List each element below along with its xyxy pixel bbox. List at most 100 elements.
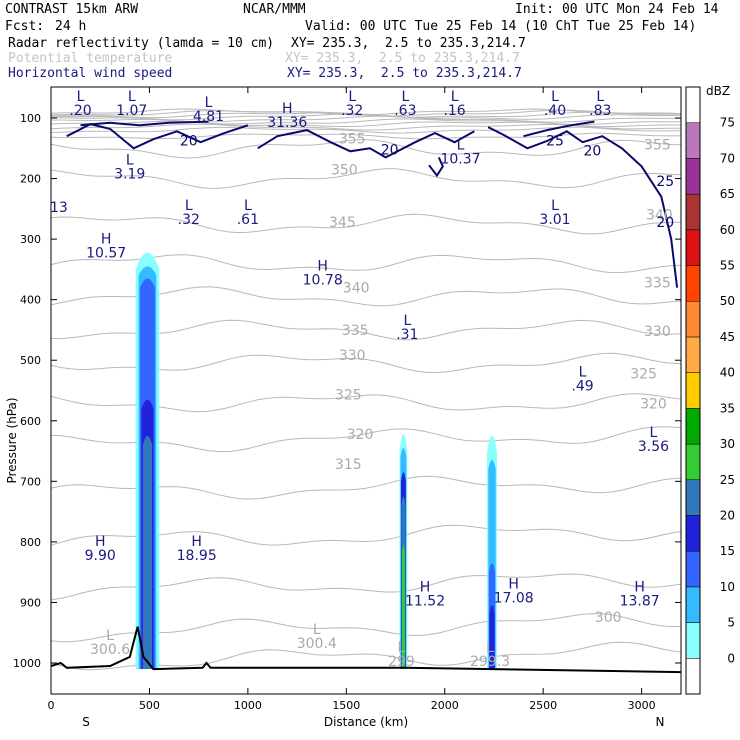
extremum-marker: L — [205, 95, 213, 111]
theta-minimum-marker: L — [313, 622, 321, 638]
model-name: CONTRAST 15km ARW — [5, 2, 139, 17]
colorbar-swatch — [685, 336, 701, 373]
field-theta-xy: XY= 235.3, 2.5 to 235.3,214.7 — [285, 51, 520, 66]
colorbar-frame — [685, 86, 701, 695]
theta-line — [51, 126, 681, 134]
colorbar-swatch — [685, 86, 701, 123]
colorbar-label: 60 — [720, 223, 735, 237]
field-reflectivity-xy: XY= 235.3, 2.5 to 235.3,214.7 — [291, 36, 526, 51]
theta-line — [51, 139, 681, 159]
plot-frame — [50, 86, 682, 695]
colorbar-swatch — [685, 479, 701, 516]
extremum-value: 11.52 — [405, 593, 445, 609]
extremum-marker: L — [596, 89, 604, 105]
extremum-value: 4.81 — [193, 109, 224, 125]
extremum-marker: H — [191, 534, 202, 550]
extremum-marker: L — [403, 313, 411, 329]
y-tick-label: 300 — [20, 233, 41, 246]
theta-label: 350 — [331, 162, 358, 178]
colorbar-label: 15 — [720, 544, 735, 558]
colorbar-swatch — [685, 550, 701, 588]
extremum-value: 18.95 — [177, 548, 217, 564]
colorbar-label: 5 — [727, 616, 735, 630]
wind-label: 20 — [180, 133, 198, 149]
colorbar-swatch — [685, 515, 701, 552]
y-tick-label: 1000 — [13, 657, 41, 670]
extremum-marker: L — [128, 89, 136, 105]
colorbar-swatch — [685, 408, 701, 445]
colorbar-label: 10 — [720, 580, 735, 594]
y-tick-label: 400 — [20, 294, 41, 307]
theta-label: 325 — [630, 366, 657, 382]
extremum-marker: H — [317, 259, 328, 275]
extremum-value: 3.56 — [638, 439, 669, 455]
y-tick-label: 900 — [20, 596, 41, 609]
theta-label: 300 — [595, 610, 622, 626]
extremum-value: 31.36 — [267, 115, 307, 131]
theta-label: 330 — [644, 324, 671, 340]
extremum-marker: L — [579, 365, 587, 381]
colorbar-label: 30 — [720, 437, 735, 451]
theta-line — [51, 168, 681, 189]
y-tick-label: 700 — [20, 475, 41, 488]
theta-label: 355 — [644, 137, 671, 153]
colorbar-unit: dBZ — [706, 84, 730, 98]
x-tick-label: 2000 — [431, 699, 459, 712]
extremum-marker: L — [126, 153, 134, 169]
x-tick-label: 2500 — [529, 699, 557, 712]
wind-label: 25 — [656, 174, 674, 190]
contour-labels: 355 350 345 340 335 330 325 320 315 355 340 335 330 3… — [50, 89, 674, 670]
theta-label: 320 — [640, 397, 667, 413]
theta-label: 315 — [335, 457, 362, 473]
theta-label: 330 — [339, 348, 366, 364]
wind-label: 20 — [656, 215, 674, 231]
colorbar-label: 20 — [720, 508, 735, 522]
extremum-value: 17.08 — [494, 590, 534, 606]
extremum-marker: L — [77, 89, 85, 105]
wind-contour — [66, 123, 249, 150]
extremum-marker: H — [508, 576, 519, 592]
extremum-value: 13 — [50, 200, 68, 216]
theta-minimum-value: 300.4 — [297, 636, 337, 652]
field-theta: Potential temperature — [8, 51, 173, 66]
terrain-line — [51, 626, 681, 674]
extremum-marker: L — [401, 89, 409, 105]
theta-line — [51, 132, 681, 140]
colorbar: dBZ 0 5 10 15 20 25 30 35 40 45 50 55 60 65 70 75 — [685, 84, 735, 695]
extremum-marker: H — [420, 579, 431, 595]
colorbar-swatch — [685, 586, 701, 623]
extremum-value: .61 — [237, 212, 259, 228]
x-tick-label: 3000 — [628, 699, 656, 712]
extremum-value: .49 — [571, 379, 593, 395]
colorbar-label: 65 — [720, 187, 735, 201]
reflectivity-shading — [135, 252, 497, 670]
colorbar-label: 50 — [720, 294, 735, 308]
theta-minimum-value: 299 — [388, 654, 415, 670]
extremum-value: .32 — [341, 103, 363, 119]
extremum-value: .31 — [396, 327, 418, 343]
theta-minimum-marker: L — [398, 640, 406, 656]
extremum-value: 13.87 — [620, 593, 660, 609]
extremum-value: .63 — [394, 103, 416, 119]
north-label: N — [656, 715, 665, 729]
extremum-marker: L — [650, 425, 658, 441]
extremum-marker: H — [282, 101, 293, 117]
colorbar-label: 40 — [720, 366, 735, 380]
x-tick-label: 0 — [48, 699, 55, 712]
extremum-value: 3.19 — [114, 167, 145, 183]
theta-minimum-value: 299.3 — [470, 654, 510, 670]
extremum-value: .16 — [443, 103, 465, 119]
wind-contour — [523, 120, 595, 138]
reflectivity-core — [401, 544, 405, 670]
extremum-marker: L — [185, 198, 193, 214]
extremum-marker: L — [457, 137, 465, 153]
theta-minimum-marker: L — [106, 628, 114, 644]
extremum-value: 9.90 — [85, 548, 116, 564]
theta-minimum-value: 300.6 — [90, 642, 130, 658]
extremum-value: 10.78 — [303, 273, 343, 289]
extremum-value: 1.07 — [116, 103, 147, 119]
colorbar-swatch — [685, 300, 701, 338]
colorbar-label: 35 — [720, 401, 735, 415]
extremum-marker: H — [634, 579, 645, 595]
